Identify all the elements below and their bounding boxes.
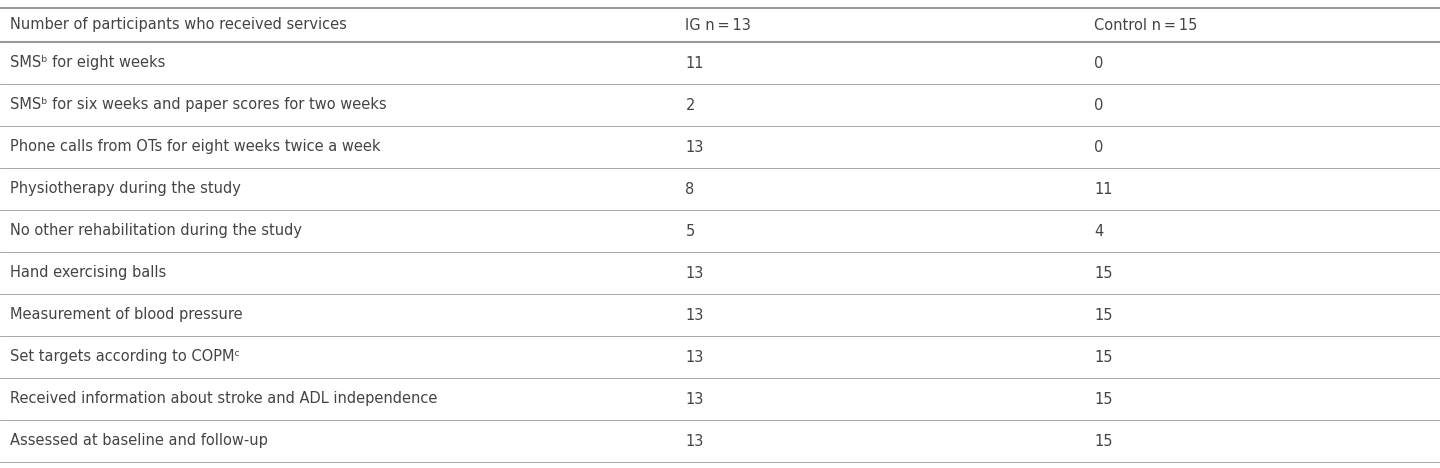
Text: 13: 13 (685, 139, 704, 154)
Text: Control n = 15: Control n = 15 (1094, 17, 1198, 32)
Text: 15: 15 (1094, 433, 1113, 448)
Text: Phone calls from OTs for eight weeks twice a week: Phone calls from OTs for eight weeks twi… (10, 139, 380, 154)
Text: No other rehabilitation during the study: No other rehabilitation during the study (10, 224, 302, 239)
Text: Physiotherapy during the study: Physiotherapy during the study (10, 182, 240, 197)
Text: Measurement of blood pressure: Measurement of blood pressure (10, 307, 243, 322)
Text: 15: 15 (1094, 265, 1113, 280)
Text: 15: 15 (1094, 392, 1113, 407)
Text: SMSᵇ for six weeks and paper scores for two weeks: SMSᵇ for six weeks and paper scores for … (10, 97, 387, 112)
Text: 4: 4 (1094, 224, 1103, 239)
Text: 8: 8 (685, 182, 694, 197)
Text: 0: 0 (1094, 139, 1104, 154)
Text: 0: 0 (1094, 97, 1104, 112)
Text: 13: 13 (685, 307, 704, 322)
Text: 13: 13 (685, 265, 704, 280)
Text: 0: 0 (1094, 56, 1104, 71)
Text: Hand exercising balls: Hand exercising balls (10, 265, 167, 280)
Text: SMSᵇ for eight weeks: SMSᵇ for eight weeks (10, 56, 166, 71)
Text: Received information about stroke and ADL independence: Received information about stroke and AD… (10, 392, 438, 407)
Text: Assessed at baseline and follow-up: Assessed at baseline and follow-up (10, 433, 268, 448)
Text: 2: 2 (685, 97, 696, 112)
Text: Number of participants who received services: Number of participants who received serv… (10, 17, 347, 32)
Text: 13: 13 (685, 392, 704, 407)
Text: 5: 5 (685, 224, 694, 239)
Text: 11: 11 (1094, 182, 1113, 197)
Text: Set targets according to COPMᶜ: Set targets according to COPMᶜ (10, 350, 240, 365)
Text: 15: 15 (1094, 350, 1113, 365)
Text: 13: 13 (685, 433, 704, 448)
Text: IG n = 13: IG n = 13 (685, 17, 752, 32)
Text: 13: 13 (685, 350, 704, 365)
Text: 11: 11 (685, 56, 704, 71)
Text: 15: 15 (1094, 307, 1113, 322)
